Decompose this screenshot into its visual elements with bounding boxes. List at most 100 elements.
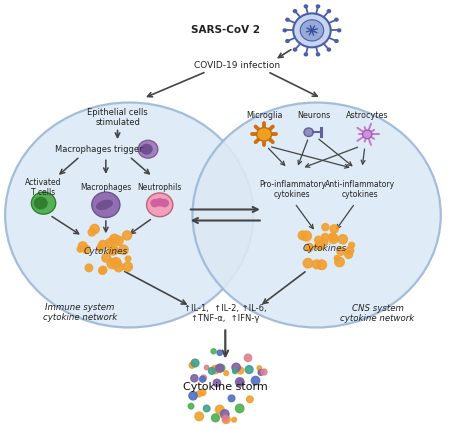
Point <box>222 370 230 377</box>
Point <box>216 406 224 413</box>
Point <box>252 377 259 384</box>
Point <box>244 354 252 361</box>
Text: Neurons: Neurons <box>298 111 331 120</box>
Circle shape <box>337 28 341 33</box>
Text: Pro-inflammatory
cytokines: Pro-inflammatory cytokines <box>259 180 326 199</box>
Point <box>91 226 99 233</box>
Text: Macrophages: Macrophages <box>80 183 131 192</box>
Point <box>222 415 229 422</box>
Text: COVID-19 infection: COVID-19 infection <box>194 61 280 70</box>
Point <box>246 366 253 373</box>
Circle shape <box>140 144 153 155</box>
Point <box>76 246 84 253</box>
Text: SARS-CoV 2: SARS-CoV 2 <box>191 25 260 35</box>
Circle shape <box>150 199 160 207</box>
Circle shape <box>192 102 441 328</box>
Point <box>345 251 353 258</box>
Circle shape <box>292 9 297 13</box>
Point <box>305 244 313 251</box>
Point <box>216 365 223 372</box>
Point <box>203 364 210 371</box>
Point <box>317 243 324 250</box>
Circle shape <box>316 52 320 56</box>
Point <box>213 379 221 386</box>
Point <box>231 368 239 375</box>
Text: Cytokines: Cytokines <box>83 246 128 255</box>
Ellipse shape <box>96 200 113 210</box>
Point <box>318 261 326 268</box>
Point <box>99 242 107 249</box>
Point <box>237 367 244 374</box>
Point <box>88 229 96 236</box>
Text: ↑IL-1,  ↑IL-2, ↑IL-6,
↑TNF-α,  ↑IFN-γ: ↑IL-1, ↑IL-2, ↑IL-6, ↑TNF-α, ↑IFN-γ <box>184 304 266 323</box>
Text: Macrophages trigger: Macrophages trigger <box>55 145 143 154</box>
Circle shape <box>334 39 339 43</box>
Point <box>96 245 104 252</box>
Point <box>339 236 346 243</box>
Circle shape <box>155 198 164 206</box>
Point <box>306 243 313 250</box>
Point <box>236 405 244 412</box>
Text: Epithelial cells
stimulated: Epithelial cells stimulated <box>87 108 148 127</box>
Point <box>102 255 110 261</box>
Point <box>188 362 196 369</box>
Point <box>221 411 228 418</box>
Point <box>329 235 337 242</box>
Text: Activated
T cells: Activated T cells <box>25 178 62 197</box>
Point <box>110 247 118 254</box>
Point <box>109 247 117 254</box>
Point <box>106 240 114 247</box>
Text: Immune system
cytokine network: Immune system cytokine network <box>43 303 117 322</box>
Circle shape <box>300 20 324 41</box>
Point <box>321 224 329 230</box>
Point <box>348 242 356 249</box>
Circle shape <box>363 130 372 138</box>
Circle shape <box>303 52 308 56</box>
Point <box>124 255 132 262</box>
Point <box>315 237 322 243</box>
Point <box>228 395 235 402</box>
Text: CNS system
cytokine network: CNS system cytokine network <box>340 304 415 323</box>
Circle shape <box>285 18 290 22</box>
Circle shape <box>283 28 287 33</box>
Text: Neutrophils: Neutrophils <box>137 183 182 192</box>
Text: Cytokines: Cytokines <box>303 244 347 252</box>
Point <box>230 416 238 423</box>
Point <box>210 348 218 355</box>
Point <box>232 364 240 371</box>
Point <box>321 233 329 240</box>
Circle shape <box>285 39 290 43</box>
Circle shape <box>146 193 173 217</box>
Text: Microglia: Microglia <box>246 111 283 120</box>
Circle shape <box>138 140 158 158</box>
Circle shape <box>292 47 297 52</box>
Text: Astrocytes: Astrocytes <box>346 111 389 120</box>
Point <box>115 237 122 244</box>
Point <box>120 246 128 253</box>
Point <box>303 233 310 240</box>
Point <box>321 239 328 246</box>
Point <box>236 378 244 385</box>
Point <box>337 248 345 255</box>
Text: Anti-inflammatory
cytokines: Anti-inflammatory cytokines <box>325 180 395 199</box>
Point <box>109 260 116 267</box>
Point <box>314 243 321 249</box>
Circle shape <box>304 128 313 136</box>
Point <box>255 365 263 372</box>
Point <box>315 240 323 247</box>
Point <box>237 379 245 386</box>
Point <box>211 366 219 373</box>
Point <box>187 403 195 410</box>
Point <box>115 264 123 270</box>
Point <box>100 267 107 273</box>
Point <box>85 264 93 271</box>
Circle shape <box>316 4 320 9</box>
Point <box>112 259 120 266</box>
Point <box>99 267 106 274</box>
Point <box>203 405 210 412</box>
Point <box>111 236 118 243</box>
Point <box>222 416 230 423</box>
Point <box>82 246 90 253</box>
Point <box>313 261 320 268</box>
Point <box>189 392 197 399</box>
